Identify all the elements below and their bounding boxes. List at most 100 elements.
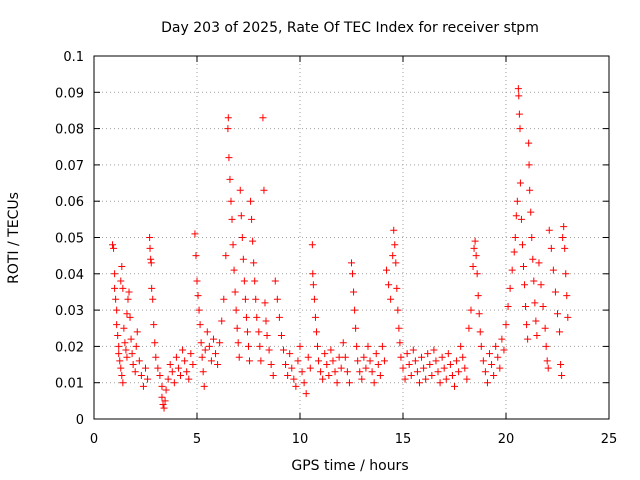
data-point	[424, 350, 432, 358]
data-point	[227, 197, 235, 205]
data-point	[506, 284, 514, 292]
data-point	[448, 371, 456, 379]
data-point	[508, 266, 516, 274]
data-point	[256, 342, 264, 350]
data-point	[222, 252, 230, 260]
data-point	[549, 266, 557, 274]
data-point	[126, 313, 134, 321]
data-point	[259, 114, 267, 122]
data-point	[181, 357, 189, 365]
data-point	[411, 357, 419, 365]
data-point	[304, 353, 312, 361]
data-point	[114, 332, 122, 340]
data-point	[461, 364, 469, 372]
data-point	[349, 270, 357, 278]
data-point	[556, 328, 564, 336]
data-point	[253, 313, 261, 321]
data-point	[113, 306, 121, 314]
data-point	[250, 259, 258, 267]
data-point	[315, 357, 323, 365]
data-point	[558, 371, 566, 379]
data-point	[142, 364, 149, 372]
data-point	[205, 342, 213, 350]
data-point	[294, 357, 302, 365]
data-point	[135, 357, 143, 365]
data-point	[218, 317, 226, 325]
data-point	[545, 226, 553, 234]
data-point	[236, 186, 244, 194]
data-point	[209, 335, 217, 343]
x-axis-label: GPS time / hours	[291, 458, 408, 474]
y-tick-label: 0.07	[55, 159, 84, 174]
data-point	[159, 400, 167, 408]
data-point	[385, 281, 393, 289]
data-point	[162, 386, 170, 394]
data-point	[229, 241, 237, 249]
data-point	[158, 393, 166, 401]
data-point	[504, 302, 512, 310]
y-tick-label: 0.05	[55, 232, 84, 247]
data-point	[172, 353, 180, 361]
data-point	[292, 382, 300, 390]
data-point	[426, 361, 434, 369]
data-point	[494, 353, 502, 361]
data-point	[224, 114, 232, 122]
data-point	[146, 234, 154, 241]
plot-frame	[93, 55, 610, 420]
data-point	[189, 361, 197, 369]
data-point	[152, 353, 160, 361]
data-point	[470, 244, 478, 252]
data-point	[473, 270, 481, 278]
data-point	[225, 154, 233, 162]
data-point	[133, 328, 141, 336]
x-tick-label: 10	[292, 432, 309, 447]
data-point	[325, 371, 333, 379]
y-tick-label: 0.04	[55, 268, 84, 283]
data-point	[230, 266, 238, 274]
data-point	[515, 92, 523, 100]
data-point	[521, 281, 529, 289]
data-point	[522, 302, 530, 310]
data-point	[311, 313, 319, 321]
data-point	[160, 404, 168, 412]
data-point	[148, 284, 156, 292]
data-point	[271, 277, 279, 285]
data-points	[109, 85, 572, 412]
data-point	[203, 328, 211, 336]
data-point	[514, 85, 522, 93]
data-point	[280, 346, 288, 354]
data-point	[120, 324, 128, 332]
data-point	[131, 368, 139, 376]
data-point	[234, 339, 242, 347]
data-point	[527, 208, 535, 216]
data-point	[517, 215, 525, 223]
data-point	[245, 342, 252, 350]
data-point	[368, 368, 376, 376]
data-point	[335, 353, 343, 361]
data-point	[559, 234, 567, 241]
data-point	[539, 302, 547, 310]
data-point	[383, 266, 391, 274]
data-point	[407, 371, 415, 379]
data-point	[481, 368, 489, 376]
data-point	[351, 306, 359, 314]
data-point	[191, 230, 199, 238]
data-point	[329, 357, 337, 365]
data-point	[343, 368, 351, 376]
data-point	[453, 357, 461, 365]
data-point	[198, 353, 206, 361]
data-point	[233, 324, 241, 332]
data-point	[542, 342, 550, 350]
data-point	[561, 244, 569, 252]
data-point	[467, 306, 475, 314]
data-point	[154, 364, 162, 372]
data-point	[212, 350, 220, 358]
data-point	[111, 270, 119, 278]
data-point	[422, 375, 430, 383]
data-point	[390, 226, 398, 234]
data-point	[525, 161, 533, 169]
data-point	[177, 371, 185, 379]
data-point	[109, 241, 117, 249]
data-point	[118, 263, 126, 271]
